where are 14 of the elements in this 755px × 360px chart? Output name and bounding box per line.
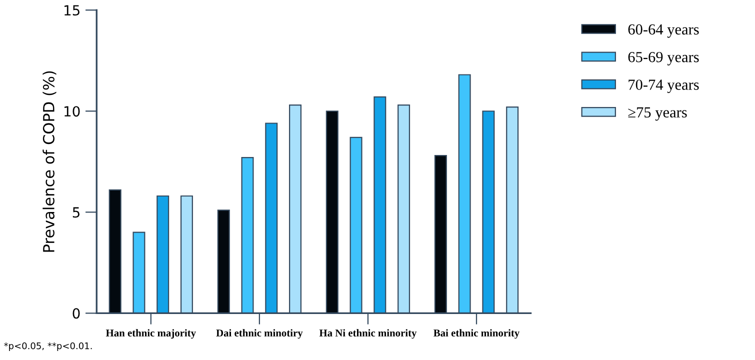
legend-label: 70-74 years: [628, 80, 699, 94]
y-tick-label: 0: [72, 308, 80, 319]
y-tick-label: 10: [64, 106, 80, 117]
legend-label: 60-64 years: [628, 24, 699, 38]
y-tick-label: 15: [64, 5, 80, 16]
legend-label: 65-69 years: [628, 52, 699, 66]
y-axis-title: Prevalence of COPD (%): [42, 71, 56, 252]
text: *p<0.05, **p<0.01.: [4, 342, 92, 351]
x-tick-label: Bai ethnic minority: [434, 329, 520, 339]
legend-label: ≥75 years: [628, 107, 687, 121]
x-tick-label: Han ethnic majority: [106, 329, 196, 339]
y-tick-label: 5: [72, 207, 80, 218]
x-tick-label: Ha Ni ethnic minority: [319, 329, 417, 339]
x-tick-label: Dai ethnic minotiry: [216, 329, 303, 339]
